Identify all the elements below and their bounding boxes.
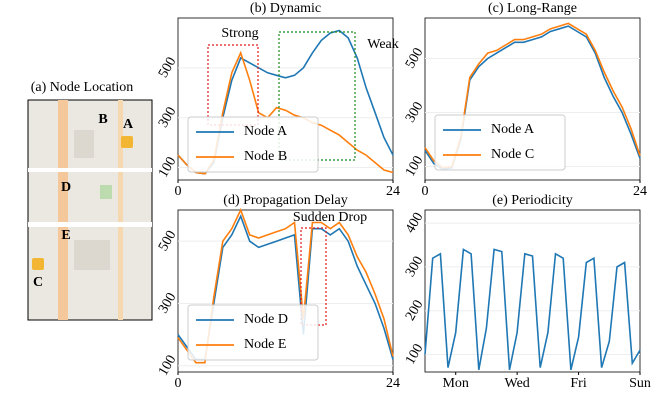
chart-title: (d) Propagation Delay <box>223 193 347 208</box>
chart-title: (c) Long-Range <box>488 1 577 16</box>
legend-label: Node A <box>491 122 535 137</box>
figure: (a) Node Location A B C D E (b) Dynamic 100 300 5… <box>0 0 657 393</box>
node-label: C <box>33 275 43 290</box>
y-tick-label: 500 <box>156 55 179 81</box>
y-tick-label: 300 <box>156 290 179 316</box>
legend-label: Node D <box>244 312 288 327</box>
node-label: D <box>61 180 71 195</box>
node-label: B <box>98 112 107 127</box>
y-tick-label: 100 <box>403 154 426 180</box>
x-tick-label: 0 <box>175 376 182 391</box>
block <box>74 130 94 158</box>
map <box>28 100 152 320</box>
legend-label: Node A <box>244 124 288 139</box>
road <box>58 100 68 320</box>
node-label: E <box>61 228 70 243</box>
road <box>28 222 152 227</box>
x-tick-label: Fri <box>570 376 586 391</box>
road <box>28 168 152 172</box>
x-tick-label: Wed <box>504 376 529 391</box>
annotation: Sudden Drop <box>293 210 367 225</box>
y-tick-label: 200 <box>403 298 426 324</box>
x-tick-label: Mon <box>442 376 468 391</box>
block <box>74 240 110 270</box>
node-icon <box>121 136 133 148</box>
chart-title: (e) Periodicity <box>492 193 572 208</box>
x-tick-label: Sun <box>629 376 651 391</box>
legend-label: Node E <box>244 337 286 352</box>
annotation: Strong <box>221 26 258 41</box>
annotation: Weak <box>367 37 399 52</box>
park <box>100 185 112 199</box>
legend-label: Node C <box>491 147 534 162</box>
map-title: (a) Node Location <box>31 80 134 95</box>
y-tick-label: 500 <box>403 46 426 72</box>
y-tick-label: 400 <box>403 210 426 236</box>
x-tick-label: 24 <box>633 184 647 199</box>
y-tick-label: 100 <box>403 342 426 368</box>
y-tick-label: 300 <box>403 254 426 280</box>
series-line <box>425 249 640 369</box>
y-tick-label: 100 <box>156 155 179 181</box>
y-tick-label: 300 <box>403 100 426 126</box>
y-tick-label: 100 <box>156 353 179 379</box>
x-tick-label: 0 <box>175 184 182 199</box>
x-tick-label: 0 <box>422 184 429 199</box>
x-tick-label: 24 <box>386 376 400 391</box>
y-tick-label: 300 <box>156 105 179 131</box>
node-icon <box>32 258 44 270</box>
x-tick-label: 24 <box>386 184 400 199</box>
legend-label: Node B <box>244 149 287 164</box>
chart-title: (b) Dynamic <box>250 1 321 16</box>
y-tick-label: 500 <box>156 228 179 254</box>
road <box>118 100 123 320</box>
node-label: A <box>123 117 134 132</box>
